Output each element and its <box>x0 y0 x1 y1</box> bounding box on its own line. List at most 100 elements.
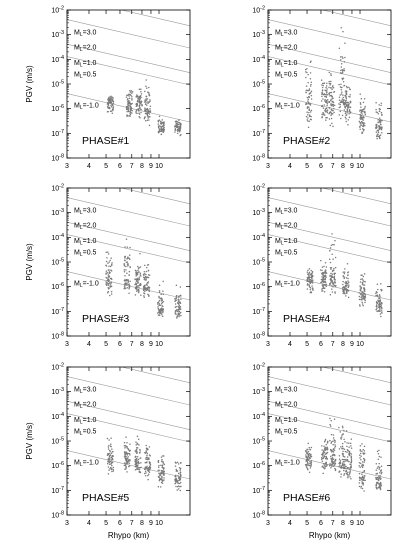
x-tick-label: 8 <box>140 520 144 527</box>
data-point <box>176 125 178 128</box>
magnitude-label: ML=2.0 <box>74 222 97 231</box>
data-point <box>345 96 347 98</box>
data-point <box>380 472 383 475</box>
data-point <box>139 451 141 454</box>
data-point <box>110 269 112 271</box>
phase-label: PHASE#4 <box>283 313 330 325</box>
data-point <box>138 101 141 104</box>
data-point <box>175 120 177 123</box>
data-point <box>380 306 383 309</box>
data-point <box>140 111 142 114</box>
data-point <box>158 291 161 293</box>
data-point <box>323 447 326 449</box>
data-point <box>161 298 163 301</box>
data-point <box>175 313 177 316</box>
data-point <box>361 128 364 130</box>
data-point <box>326 111 329 114</box>
data-point <box>328 464 331 466</box>
data-point <box>364 479 366 482</box>
data-point <box>158 304 161 306</box>
data-point <box>110 95 112 97</box>
data-point <box>380 302 383 304</box>
data-point <box>341 453 344 455</box>
data-point <box>362 284 365 286</box>
data-point <box>124 455 126 457</box>
data-point <box>308 267 311 270</box>
data-point <box>126 445 128 448</box>
data-point <box>332 86 335 89</box>
data-point <box>379 478 382 481</box>
data-point <box>161 479 164 482</box>
x-tick-label: 3 <box>65 341 69 348</box>
data-point <box>328 258 331 261</box>
data-point <box>142 273 145 276</box>
magnitude-label: ML=0.5 <box>275 71 298 80</box>
data-point <box>128 93 130 96</box>
data-point <box>176 461 179 463</box>
data-point <box>136 271 139 274</box>
data-point <box>160 309 162 311</box>
data-point <box>137 458 140 461</box>
data-point <box>146 452 149 455</box>
data-point <box>339 461 341 464</box>
data-point <box>144 470 147 472</box>
data-point <box>331 273 334 275</box>
data-point <box>157 301 159 304</box>
data-point <box>321 116 323 119</box>
data-point <box>112 108 114 110</box>
data-point <box>332 101 335 104</box>
data-point <box>360 287 362 290</box>
data-point <box>146 284 148 286</box>
data-point <box>344 284 347 287</box>
data-point <box>344 112 347 115</box>
data-point <box>179 471 182 474</box>
data-point <box>137 289 140 292</box>
data-point <box>305 456 308 459</box>
data-points <box>106 435 182 492</box>
data-point <box>376 310 378 312</box>
data-point <box>160 133 163 136</box>
data-point <box>126 110 128 113</box>
data-point <box>107 103 110 105</box>
data-point <box>334 462 337 464</box>
data-point <box>142 287 145 289</box>
data-point <box>136 451 138 453</box>
data-point <box>341 98 344 100</box>
data-point <box>306 452 308 454</box>
data-point <box>344 456 346 458</box>
data-point <box>175 297 177 299</box>
data-point <box>139 252 141 255</box>
magnitude-value: =2.0 <box>83 401 97 408</box>
data-point <box>376 488 378 490</box>
magnitude-value: =-1.0 <box>83 103 99 110</box>
data-point <box>138 95 141 98</box>
data-point <box>325 100 327 102</box>
data-point <box>375 108 377 111</box>
data-point <box>343 276 346 278</box>
data-point <box>333 91 335 93</box>
data-point <box>326 110 328 112</box>
data-point <box>310 90 313 93</box>
data-point <box>126 278 128 281</box>
data-point <box>363 461 365 463</box>
x-tick-label: 10 <box>356 163 364 170</box>
data-point <box>324 453 327 455</box>
data-point <box>129 266 131 268</box>
panel-5: 10-810-710-610-510-410-310-23 4 5 6 7 8 9 10ML=… <box>25 363 191 540</box>
y-tick-label: 10-3 <box>252 387 265 396</box>
data-point <box>107 253 110 255</box>
data-point <box>111 464 113 467</box>
data-point <box>361 294 364 297</box>
data-point <box>331 457 334 459</box>
data-point <box>180 122 182 125</box>
data-point <box>326 116 328 119</box>
data-point <box>333 449 336 451</box>
y-tick-label: 10-6 <box>51 104 64 113</box>
data-point <box>108 459 110 461</box>
data-point <box>343 290 345 292</box>
data-point <box>342 271 344 273</box>
data-point <box>341 463 344 466</box>
magnitude-value: =2.0 <box>83 222 97 229</box>
data-point <box>347 290 350 292</box>
